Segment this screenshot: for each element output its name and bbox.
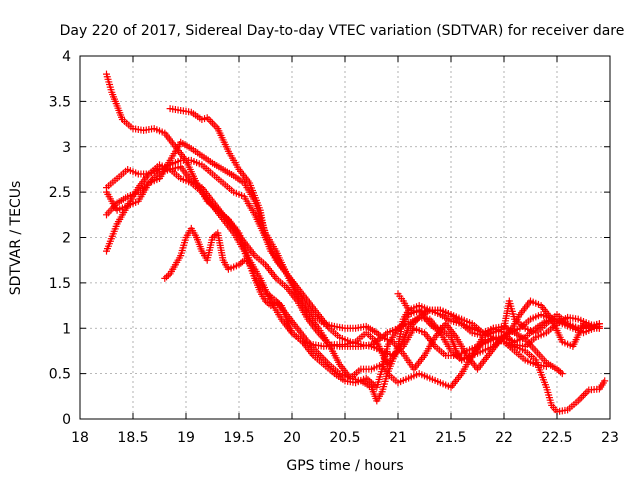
x-tick-label: 20 (283, 430, 301, 446)
x-tick-label: 21 (389, 430, 407, 446)
series-4 (103, 165, 603, 391)
x-tick-label: 21.5 (435, 430, 466, 446)
y-tick-label: 1.5 (49, 276, 71, 292)
data-marks (103, 70, 609, 416)
x-tick-label: 22.5 (541, 430, 572, 446)
y-tick-label: 0 (62, 412, 71, 428)
x-tick-label: 18 (71, 430, 89, 446)
x-tick-label: 20.5 (329, 430, 360, 446)
data-point (601, 377, 609, 385)
data-point (210, 121, 218, 129)
y-tick-label: 2.5 (49, 185, 71, 201)
y-tick-label: 3 (62, 140, 71, 156)
y-tick-label: 2 (62, 231, 71, 247)
y-tick-label: 3.5 (49, 94, 71, 110)
data-point (581, 390, 589, 398)
data-point (578, 393, 586, 401)
data-point (209, 119, 216, 127)
x-tick-label: 19.5 (223, 430, 254, 446)
y-axis-ticks: 0 0.5 1 1.5 2 2.5 3 3.5 4 (49, 49, 610, 428)
x-axis-label: GPS time / hours (286, 458, 403, 474)
y-tick-label: 1 (62, 321, 71, 337)
data-point (147, 177, 155, 185)
data-point (207, 117, 215, 125)
x-tick-label: 22 (495, 430, 513, 446)
y-axis-label: SDTVAR / TECUs (8, 181, 24, 296)
data-point (542, 362, 550, 370)
series-6 (161, 224, 550, 391)
y-tick-label: 0.5 (49, 367, 71, 383)
data-point (580, 391, 587, 399)
series-8 (394, 290, 603, 340)
data-point (205, 116, 213, 124)
x-tick-label: 23 (601, 430, 619, 446)
chart-title: Day 220 of 2017, Sidereal Day-to-day VTE… (60, 23, 625, 39)
data-point (595, 320, 603, 328)
series-5 (103, 161, 603, 373)
y-tick-label: 4 (62, 49, 71, 65)
series-7 (103, 156, 603, 359)
data-point (558, 370, 566, 378)
data-point (576, 395, 584, 403)
x-tick-label: 18.5 (117, 430, 148, 446)
x-axis-ticks: 18 18.5 19 19.5 20 20.5 21 21.5 22 22.5 23 (71, 56, 619, 446)
x-tick-label: 19 (177, 430, 195, 446)
